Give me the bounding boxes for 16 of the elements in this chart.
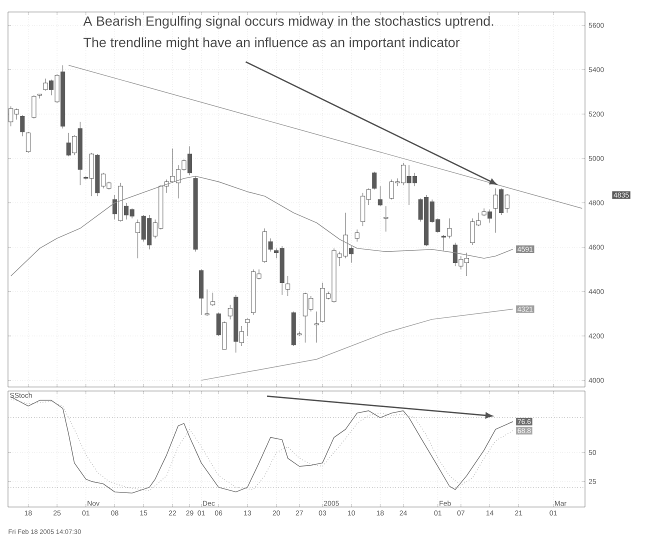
candlestick — [314, 311, 319, 343]
annotation: The trendline might have an influence as an important indicator — [84, 37, 460, 50]
candlestick — [245, 318, 250, 336]
line-series — [10, 176, 514, 276]
candlestick — [354, 229, 360, 242]
line-series — [200, 308, 514, 381]
candlestick — [32, 94, 36, 119]
candlestick — [378, 186, 382, 206]
candlestick — [20, 114, 25, 137]
candlestick — [384, 206, 388, 232]
candlestick — [372, 172, 377, 190]
candlestick — [204, 289, 210, 316]
candlestick — [286, 276, 290, 296]
candlestick — [26, 132, 30, 154]
annotation: A Bearish Engulfing signal occurs midway in the stochastics uptrend. — [83, 16, 494, 29]
candlestick — [210, 292, 216, 306]
